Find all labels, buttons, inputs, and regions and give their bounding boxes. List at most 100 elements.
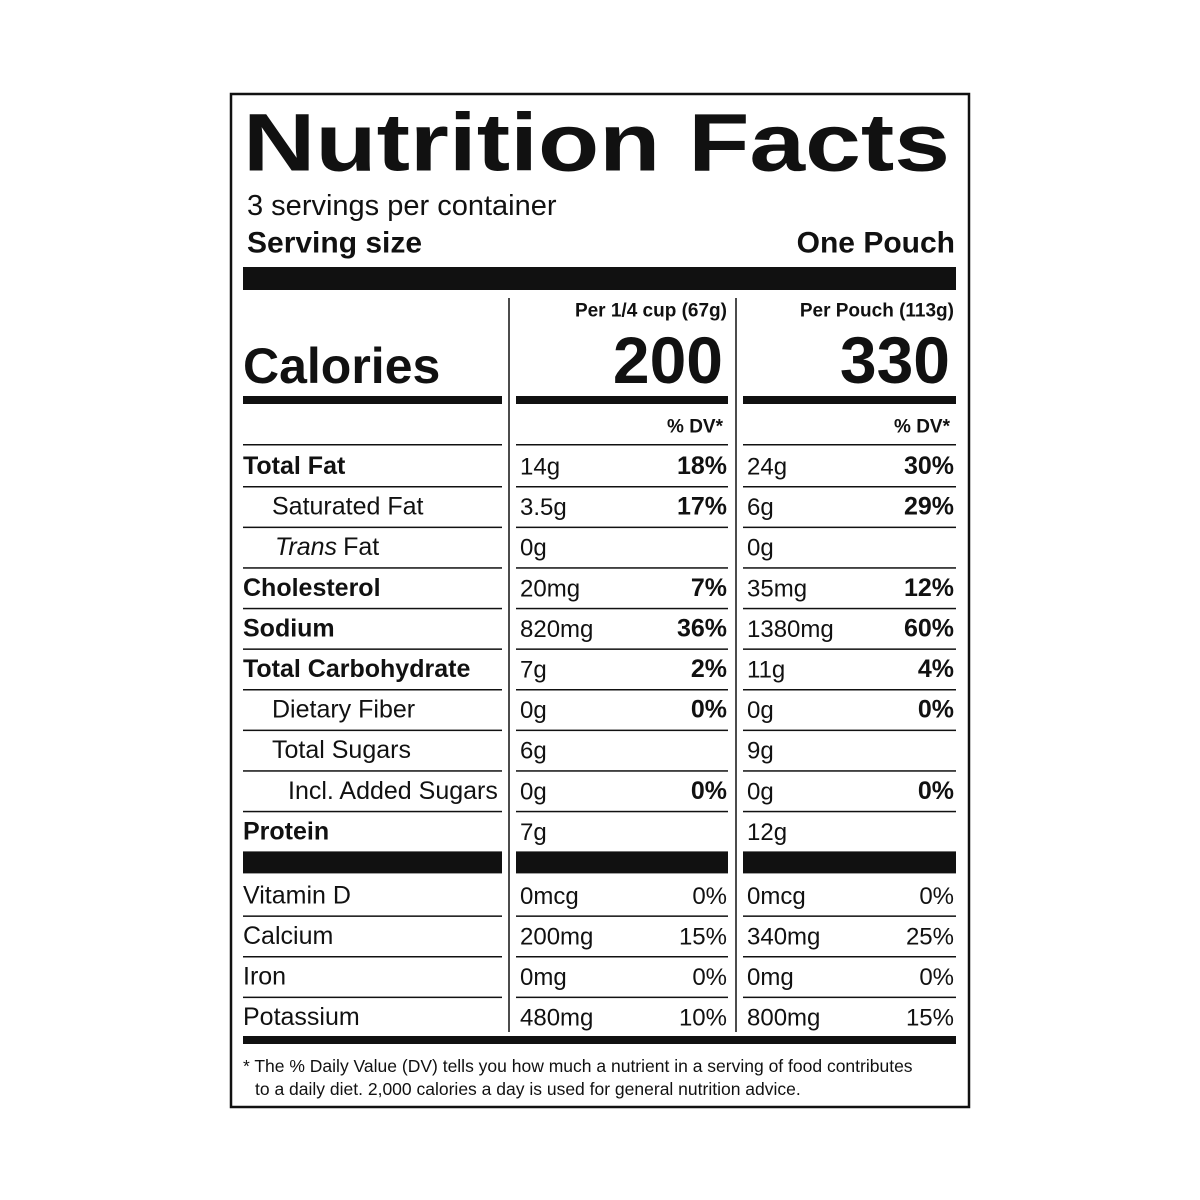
thin-rule (243, 648, 502, 650)
thin-rule (243, 996, 502, 999)
amount: 0mg (747, 964, 794, 991)
amount: 11g (747, 657, 785, 684)
amount: 0g (520, 697, 547, 724)
daily-value: 12% (904, 574, 954, 602)
thin-rule (243, 567, 502, 569)
amount: 0g (747, 535, 774, 562)
daily-value: 0% (919, 883, 954, 910)
thin-rule (516, 444, 728, 446)
thin-rule (243, 915, 502, 917)
footnote: * The % Daily Value (DV) tells you how m… (243, 1056, 913, 1076)
nutrient-name: Trans Fat (275, 533, 379, 561)
daily-value: 10% (679, 1005, 727, 1032)
thin-rule (243, 810, 502, 813)
amount: 1380mg (747, 616, 834, 643)
thin-rule (516, 956, 728, 958)
thin-rule (243, 770, 502, 772)
thin-rule (743, 956, 956, 958)
thin-rule (243, 729, 502, 732)
serving-size-value: One Pouch (797, 227, 955, 260)
daily-value: 60% (904, 614, 954, 642)
thin-rule (243, 689, 502, 691)
thick-rule (516, 851, 728, 874)
daily-value: 0% (918, 696, 954, 724)
daily-value: 7% (691, 574, 727, 602)
nutrient-name: Sodium (243, 614, 335, 642)
nutrient-name: Dietary Fiber (272, 696, 415, 724)
amount: 0g (520, 778, 547, 805)
footnote: to a daily diet. 2,000 calories a day is… (255, 1079, 801, 1099)
thin-rule (516, 526, 728, 529)
thin-rule (516, 770, 728, 772)
thin-rule (743, 648, 956, 650)
nutrient-name-rest: Fat (343, 533, 379, 561)
nutrient-name: Protein (243, 817, 329, 845)
thin-rule (516, 996, 728, 999)
thin-rule (243, 526, 502, 529)
calories-label: Calories (243, 338, 440, 394)
thin-rule (516, 915, 728, 917)
calories-value: 330 (840, 323, 950, 397)
calories-value: 200 (613, 323, 723, 397)
thin-rule (516, 607, 728, 610)
thin-rule (516, 648, 728, 650)
thin-rule (743, 810, 956, 813)
nutrient-name-italic: Trans (275, 533, 337, 561)
servings: 3 servings per container (247, 190, 557, 222)
dv-header: % DV* (894, 417, 951, 438)
daily-value: 17% (677, 493, 727, 521)
nutrient-name: Cholesterol (243, 574, 381, 602)
thin-rule (516, 486, 728, 488)
thin-rule (243, 486, 502, 488)
daily-value: 0% (692, 883, 727, 910)
thin-rule (743, 770, 956, 772)
thin-rule (516, 729, 728, 732)
amount: 7g (520, 819, 547, 846)
thin-rule (743, 996, 956, 999)
title: Nutrition Facts (243, 98, 950, 189)
thin-rule (243, 956, 502, 958)
amount: 0g (747, 778, 774, 805)
amount: 7g (520, 657, 547, 684)
thin-rule (743, 526, 956, 529)
amount: 3.5g (520, 494, 567, 521)
daily-value: 0% (919, 964, 954, 991)
amount: 6g (747, 494, 774, 521)
vitamin-name: Vitamin D (243, 881, 351, 909)
thick-rule (243, 1036, 956, 1044)
dv-header: % DV* (667, 417, 724, 438)
amount: 0mcg (520, 883, 579, 910)
nutrient-name: Saturated Fat (272, 493, 424, 521)
thin-rule (743, 567, 956, 569)
daily-value: 4% (918, 655, 954, 683)
thin-rule (743, 444, 956, 446)
nutrient-name: Total Carbohydrate (243, 655, 470, 683)
thick-rule (743, 851, 956, 874)
daily-value: 0% (691, 777, 727, 805)
daily-value: 29% (904, 493, 954, 521)
amount: 340mg (747, 924, 820, 951)
amount: 820mg (520, 616, 593, 643)
thick-rule (243, 267, 956, 290)
amount: 480mg (520, 1005, 593, 1032)
amount: 24g (747, 454, 787, 481)
amount: 9g (747, 738, 774, 765)
thin-rule (743, 915, 956, 917)
thin-rule (243, 607, 502, 610)
thin-rule (743, 689, 956, 691)
daily-value: 0% (692, 964, 727, 991)
nutrient-name: Total Fat (243, 452, 346, 480)
vitamin-name: Calcium (243, 922, 333, 950)
daily-value: 0% (691, 696, 727, 724)
amount: 0mcg (747, 883, 806, 910)
vitamin-name: Iron (243, 963, 286, 991)
column-header: Per 1/4 cup (67g) (575, 301, 727, 322)
thin-rule (743, 486, 956, 488)
amount: 0g (520, 535, 547, 562)
thick-rule (516, 396, 728, 404)
amount: 800mg (747, 1005, 820, 1032)
daily-value: 15% (679, 924, 727, 951)
